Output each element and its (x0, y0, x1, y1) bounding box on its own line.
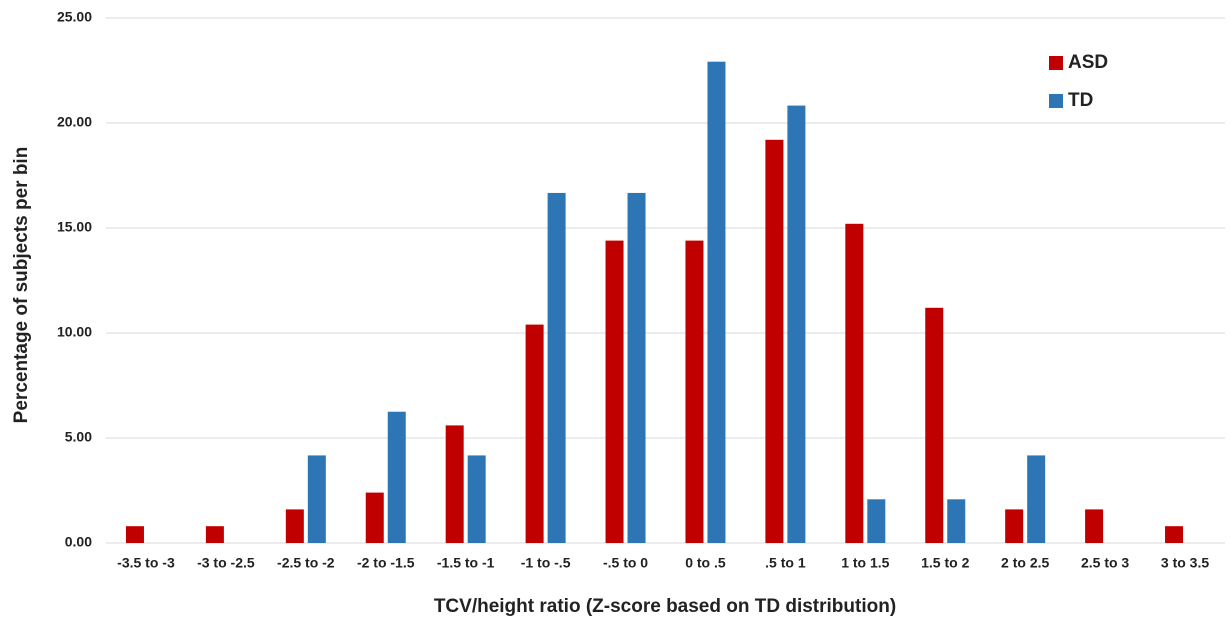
bar (787, 105, 806, 543)
bar (307, 455, 326, 543)
x-tick-label: -3.5 to -3 (117, 555, 175, 571)
bar (707, 61, 726, 544)
bar (547, 192, 566, 543)
legend-label: TD (1068, 90, 1093, 111)
bar (925, 307, 944, 543)
x-tick-label: -1.5 to -1 (437, 555, 495, 571)
y-tick-label: 5.00 (65, 429, 92, 445)
bar (205, 526, 224, 543)
x-tick-label: 1.5 to 2 (921, 555, 969, 571)
bar (125, 526, 144, 543)
x-tick-label: 1 to 1.5 (841, 555, 889, 571)
y-tick-label: 10.00 (57, 324, 92, 340)
bar (285, 509, 304, 543)
y-tick-label: 15.00 (57, 219, 92, 235)
bar (845, 223, 864, 544)
x-tick-label: 2.5 to 3 (1081, 555, 1129, 571)
x-tick-label: -2 to -1.5 (357, 555, 415, 571)
x-tick-label: -1 to -.5 (521, 555, 571, 571)
y-tick-label: 0.00 (65, 534, 92, 550)
y-tick-label: 25.00 (57, 9, 92, 25)
bar (525, 324, 544, 543)
x-tick-label: 3 to 3.5 (1161, 555, 1209, 571)
x-tick-label: 2 to 2.5 (1001, 555, 1049, 571)
bar (867, 499, 886, 543)
bar (685, 240, 704, 543)
x-tick-label: -.5 to 0 (603, 555, 648, 571)
bar (1005, 509, 1024, 543)
bar (365, 492, 384, 543)
bar (467, 455, 486, 543)
bar (1165, 526, 1184, 543)
bar (765, 139, 784, 544)
bar (627, 192, 646, 543)
legend-swatch (1049, 94, 1063, 108)
y-tick-label: 20.00 (57, 114, 92, 130)
bar (947, 499, 966, 543)
bar (1027, 455, 1046, 543)
x-tick-label: -2.5 to -2 (277, 555, 335, 571)
bar (605, 240, 624, 543)
x-tick-label: -3 to -2.5 (197, 555, 255, 571)
x-axis-label: TCV/height ratio (Z-score based on TD di… (434, 596, 896, 617)
x-tick-label: 0 to .5 (685, 555, 726, 571)
x-tick-label: .5 to 1 (765, 555, 806, 571)
legend-label: ASD (1068, 52, 1108, 73)
y-axis-label: Percentage of subjects per bin (11, 147, 32, 424)
legend-swatch (1049, 56, 1063, 70)
bar (445, 425, 464, 543)
bar (1085, 509, 1104, 543)
bar (387, 411, 406, 543)
